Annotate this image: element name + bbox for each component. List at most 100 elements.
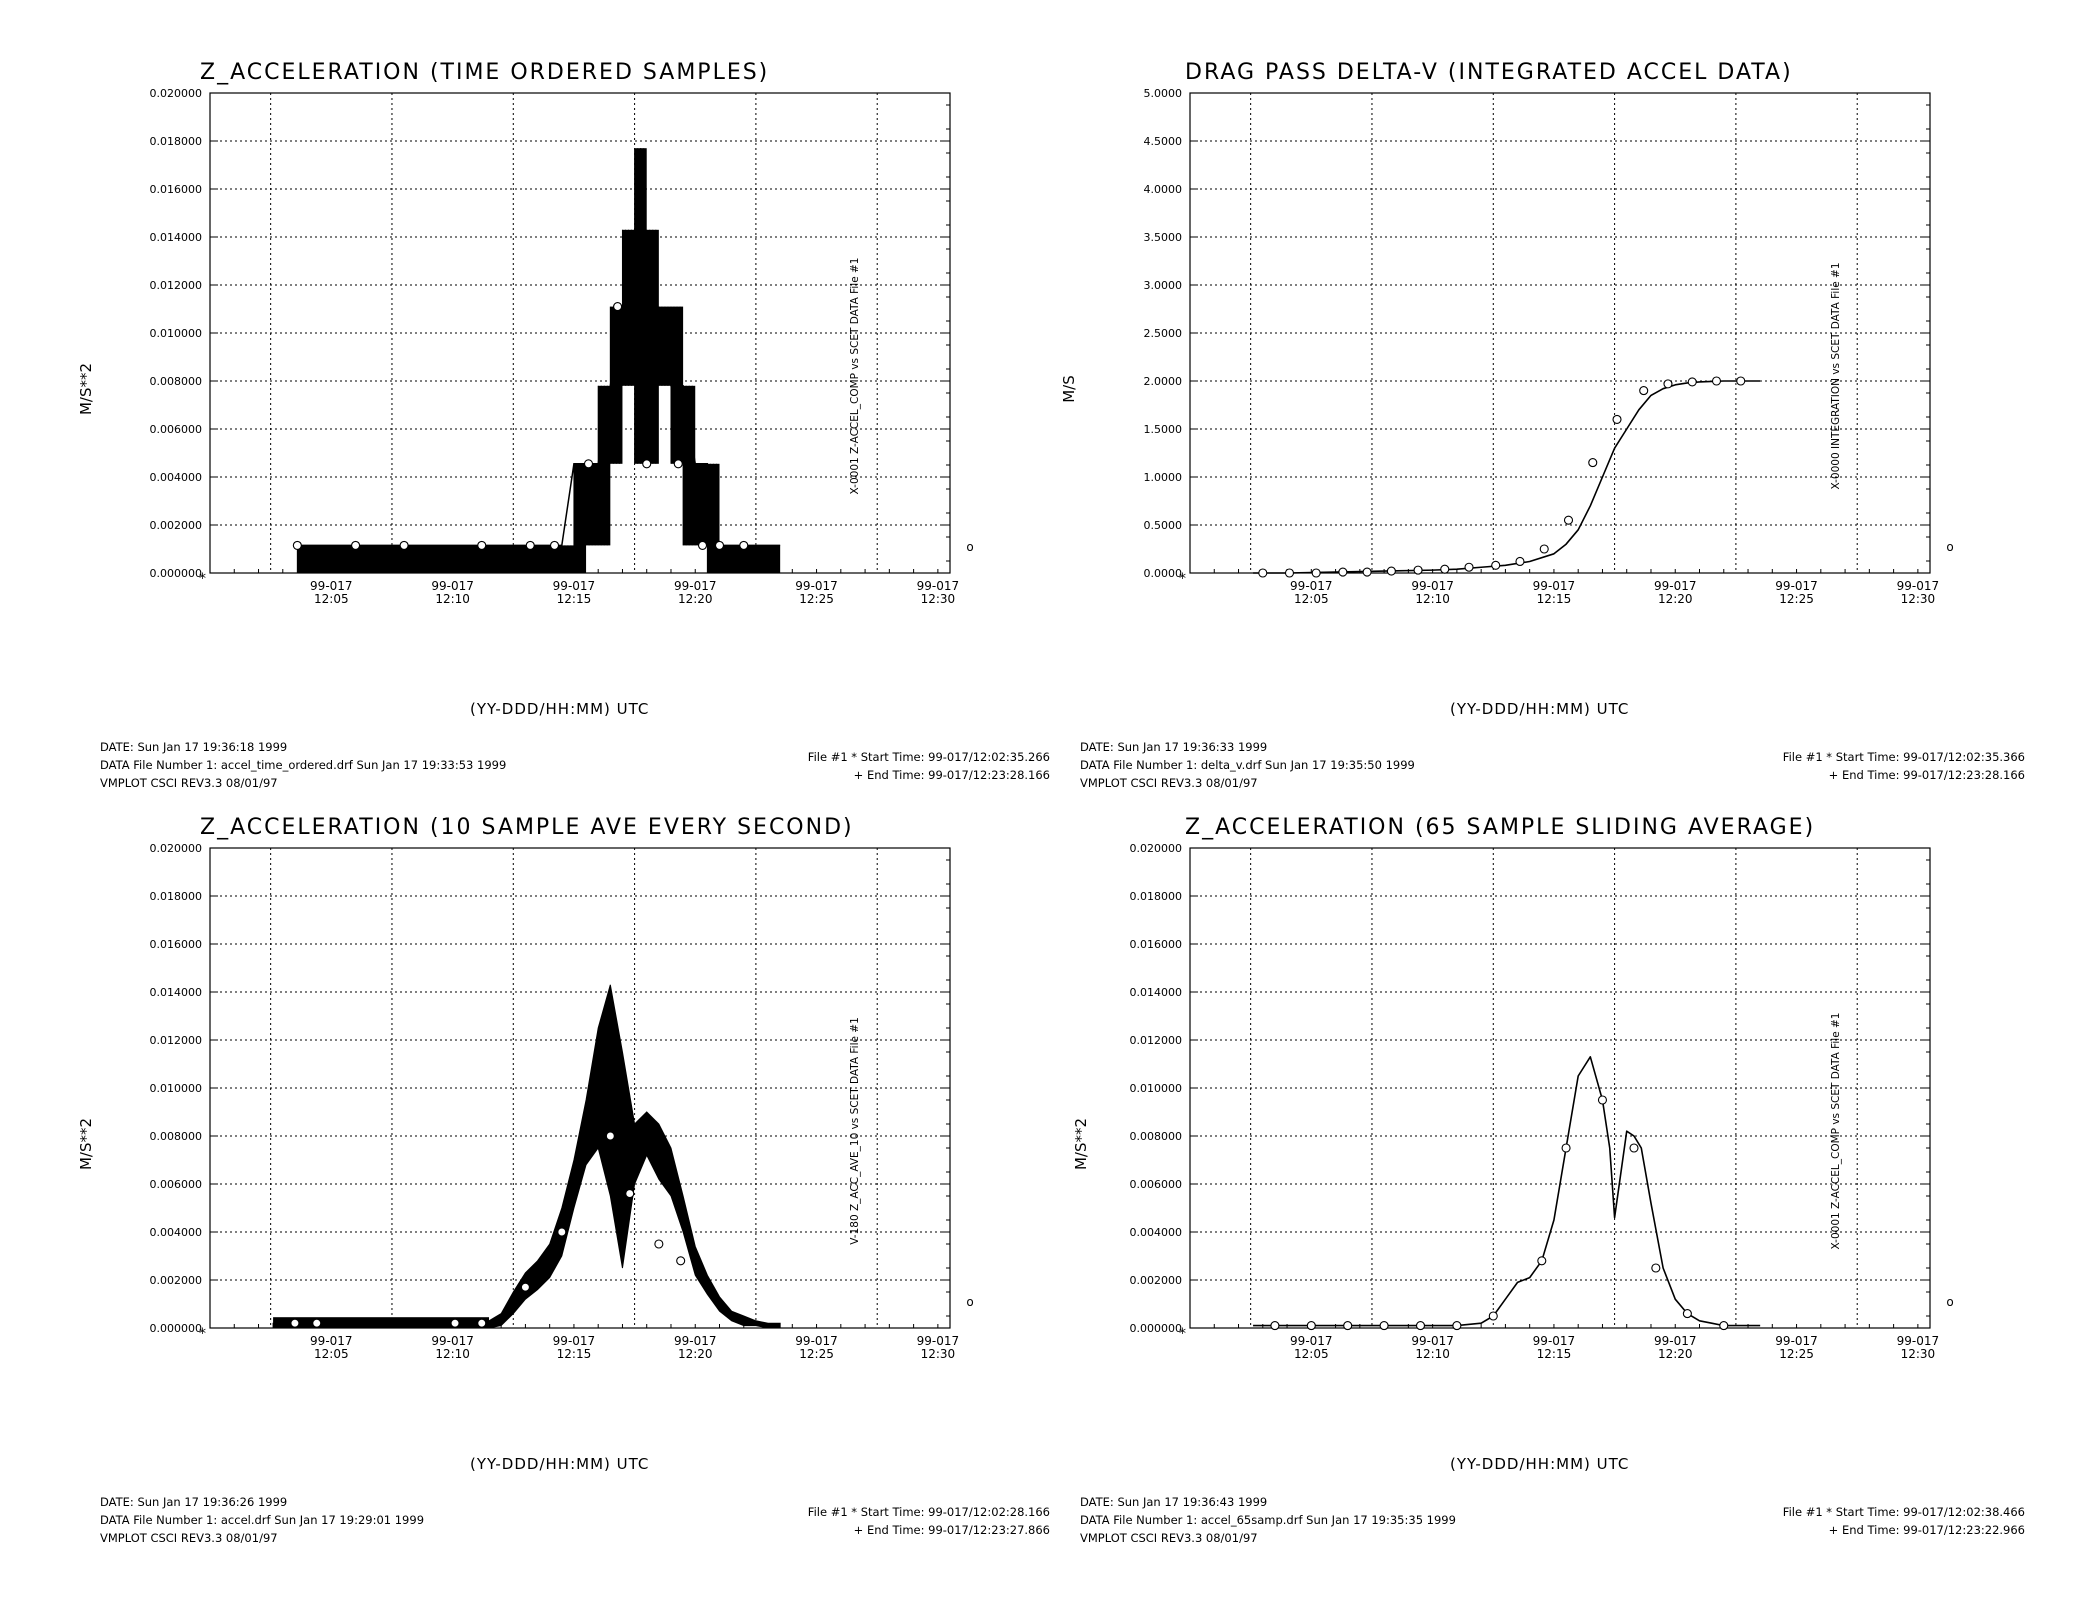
- x-tick-label-line: 99-017: [553, 579, 596, 593]
- grid-lines: [1190, 848, 1930, 1328]
- footer-left: DATE: Sun Jan 17 19:36:43 1999 DATA File…: [1080, 1493, 1456, 1547]
- chart-panel-65-sample-sliding: Z_ACCELERATION (65 SAMPLE SLIDING AVERAG…: [1000, 815, 2025, 1605]
- x-axis-label: (YY-DDD/HH:MM) UTC: [470, 1455, 650, 1473]
- data-point-marker: [1537, 1256, 1547, 1266]
- y-tick-label: 0.000000: [1130, 1322, 1183, 1335]
- data-point-marker: [1597, 1095, 1608, 1105]
- x-tick-label-line: 12:25: [799, 1347, 834, 1361]
- y-tick-label: 0.016000: [1130, 938, 1183, 951]
- data-point-marker: [605, 1131, 615, 1141]
- x-tick-label-line: 12:05: [314, 592, 349, 606]
- data-point-marker: [1488, 1311, 1498, 1321]
- series-markers: [292, 302, 749, 550]
- x-tick-label-line: 99-017: [431, 1334, 474, 1348]
- x-tick-label: 99-017 12:05: [1290, 579, 1333, 606]
- x-tick-label: 99-017 12:30: [1897, 579, 1940, 606]
- x-tick-label-line: 12:20: [678, 1347, 713, 1361]
- y-tick-label: 4.5000: [1144, 135, 1183, 148]
- y-tick-label: 0.020000: [1130, 842, 1183, 855]
- x-axis-label: (YY-DDD/HH:MM) UTC: [1450, 1455, 1630, 1473]
- data-point-marker: [1306, 1321, 1316, 1331]
- footer-left: DATE: Sun Jan 17 19:36:18 1999 DATA File…: [100, 738, 506, 792]
- series-bars: [296, 148, 781, 573]
- origin-marker: *: [1179, 571, 1186, 587]
- footer-end-time: + End Time: 99-017/12:23:22.966: [1828, 1523, 2025, 1537]
- x-tick-label: 99-017 12:30: [917, 1334, 960, 1361]
- y-tick-label: 1.5000: [1144, 423, 1183, 436]
- data-point-marker: [1563, 515, 1574, 525]
- x-tick-label-line: 12:25: [799, 592, 834, 606]
- y-tick-label: 0.006000: [150, 423, 203, 436]
- series-markers: [290, 1131, 686, 1328]
- footer-version: VMPLOT CSCI REV3.3 08/01/97: [1080, 1531, 1258, 1545]
- y-tick-label: 0.010000: [1130, 1082, 1183, 1095]
- series-band: [272, 984, 781, 1329]
- series-line: [297, 229, 781, 547]
- data-point-marker: [351, 540, 361, 550]
- origin-marker: *: [199, 1326, 206, 1342]
- data-point-marker: [1464, 562, 1474, 572]
- y-tick-label: 0.5000: [1144, 519, 1183, 532]
- x-tick-label: 99-017 12:20: [674, 579, 717, 606]
- y-tick-label: 2.0000: [1144, 375, 1183, 388]
- x-tick-label-line: 99-017: [1411, 579, 1454, 593]
- x-tick-label-line: 99-017: [795, 579, 838, 593]
- x-tick-label: 99-017 12:10: [431, 1334, 474, 1361]
- plot-area: 0.000000 0.002000 0.004000 0.006000 0.008000…: [150, 842, 974, 1361]
- x-tick-label-line: 12:25: [1779, 592, 1814, 606]
- footer-end-time: + End Time: 99-017/12:23:27.866: [853, 1523, 1050, 1537]
- data-point-marker: [450, 1318, 460, 1328]
- x-tick-label-line: 12:20: [678, 592, 713, 606]
- x-tick-label-line: 12:10: [1415, 1347, 1450, 1361]
- x-tick-label-line: 99-017: [1533, 1334, 1576, 1348]
- x-tick-label-line: 12:15: [557, 592, 592, 606]
- x-tick-label: 99-017 12:05: [310, 579, 353, 606]
- data-point-marker: [1663, 379, 1673, 389]
- chart-panel-10-sample-ave: Z_ACCELERATION (10 SAMPLE AVE EVERY SECO…: [0, 815, 1050, 1605]
- x-tick-label-line: 99-017: [1775, 1334, 1818, 1348]
- x-tick-label-line: 99-017: [310, 1334, 353, 1348]
- x-tick-label-line: 12:05: [314, 1347, 349, 1361]
- right-marker: o: [1946, 540, 1953, 554]
- x-tick-label-line: 99-017: [1411, 1334, 1454, 1348]
- data-point-marker: [399, 540, 409, 550]
- data-point-marker: [676, 1256, 686, 1266]
- y-tick-label: 0.016000: [150, 183, 203, 196]
- footer-version: VMPLOT CSCI REV3.3 08/01/97: [100, 1531, 278, 1545]
- x-tick-label: 99-017 12:20: [1654, 579, 1697, 606]
- x-tick-label-line: 12:30: [921, 592, 956, 606]
- x-tick-label: 99-017 12:05: [1290, 1334, 1333, 1361]
- data-point-marker: [1415, 1321, 1426, 1331]
- data-point-marker: [1736, 376, 1746, 386]
- data-point-marker: [1311, 568, 1321, 578]
- y-tick-label: 0.008000: [150, 375, 203, 388]
- y-tick-label: 0.014000: [150, 986, 203, 999]
- y-tick-label: 0.012000: [150, 279, 203, 292]
- y-tick-label: 0.000000: [150, 1322, 203, 1335]
- x-tick-label-line: 12:20: [1658, 1347, 1693, 1361]
- x-tick-label-line: 99-017: [1897, 579, 1940, 593]
- series-markers: [1270, 1095, 1729, 1331]
- data-point-marker: [290, 1318, 300, 1328]
- x-tick-label: 99-017 12:25: [1775, 1334, 1818, 1361]
- data-point-marker: [697, 540, 708, 550]
- x-tick-label: 99-017 12:10: [1411, 1334, 1454, 1361]
- x-tick-label: 99-017 12:15: [1533, 579, 1576, 606]
- y-tick-label: 0.018000: [150, 890, 203, 903]
- footer-date: DATE: Sun Jan 17 19:36:26 1999: [100, 1495, 288, 1509]
- data-point-marker: [1386, 566, 1396, 576]
- chart-title: DRAG PASS DELTA-V (INTEGRATED ACCEL DATA…: [1185, 60, 1793, 85]
- x-tick-label: 99-017 12:10: [1411, 579, 1454, 606]
- footer-right: File #1 * Start Time: 99-017/12:02:35.26…: [808, 748, 1050, 784]
- chart-title: Z_ACCELERATION (65 SAMPLE SLIDING AVERAG…: [1185, 815, 1816, 840]
- y-tick-label: 0.018000: [1130, 890, 1183, 903]
- chart-title: Z_ACCELERATION (10 SAMPLE AVE EVERY SECO…: [200, 815, 854, 840]
- x-tick-label-line: 12:30: [1901, 592, 1936, 606]
- x-tick-label: 99-017 12:25: [795, 1334, 838, 1361]
- y-tick-label: 0.020000: [150, 87, 203, 100]
- footer-end-time: + End Time: 99-017/12:23:28.166: [853, 768, 1050, 782]
- data-point-marker: [1515, 556, 1525, 567]
- footer-left: DATE: Sun Jan 17 19:36:26 1999 DATA File…: [100, 1493, 424, 1547]
- chart-panel-delta-v: DRAG PASS DELTA-V (INTEGRATED ACCEL DATA…: [1000, 60, 2025, 850]
